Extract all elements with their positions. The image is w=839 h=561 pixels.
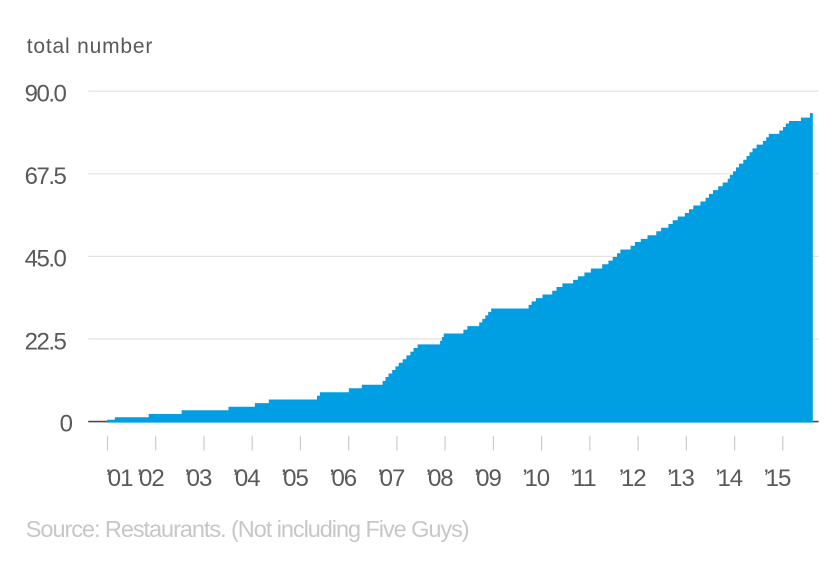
svg-text:’01: ’01: [106, 465, 133, 492]
svg-text:Source: Restaurants. (Not incl: Source: Restaurants. (Not including Five…: [26, 516, 469, 542]
svg-text:45.0: 45.0: [25, 246, 67, 273]
svg-text:’08: ’08: [426, 465, 453, 492]
svg-text:’10: ’10: [522, 465, 549, 492]
svg-text:’06: ’06: [329, 465, 356, 492]
svg-text:22.5: 22.5: [25, 328, 67, 355]
svg-text:’02: ’02: [137, 465, 164, 492]
svg-text:total number: total number: [27, 35, 153, 58]
svg-text:90.0: 90.0: [25, 81, 67, 108]
svg-text:’04: ’04: [233, 465, 260, 492]
svg-text:’05: ’05: [281, 465, 308, 492]
svg-text:’12: ’12: [619, 465, 646, 492]
svg-text:67.5: 67.5: [25, 163, 67, 190]
svg-text:0: 0: [60, 411, 73, 438]
svg-text:’03: ’03: [185, 465, 212, 492]
svg-text:’15: ’15: [764, 465, 791, 492]
svg-text:’13: ’13: [667, 465, 694, 492]
svg-text:’09: ’09: [474, 465, 501, 492]
svg-text:’11: ’11: [571, 465, 597, 492]
svg-text:’07: ’07: [378, 465, 405, 492]
svg-text:’14: ’14: [715, 465, 742, 492]
